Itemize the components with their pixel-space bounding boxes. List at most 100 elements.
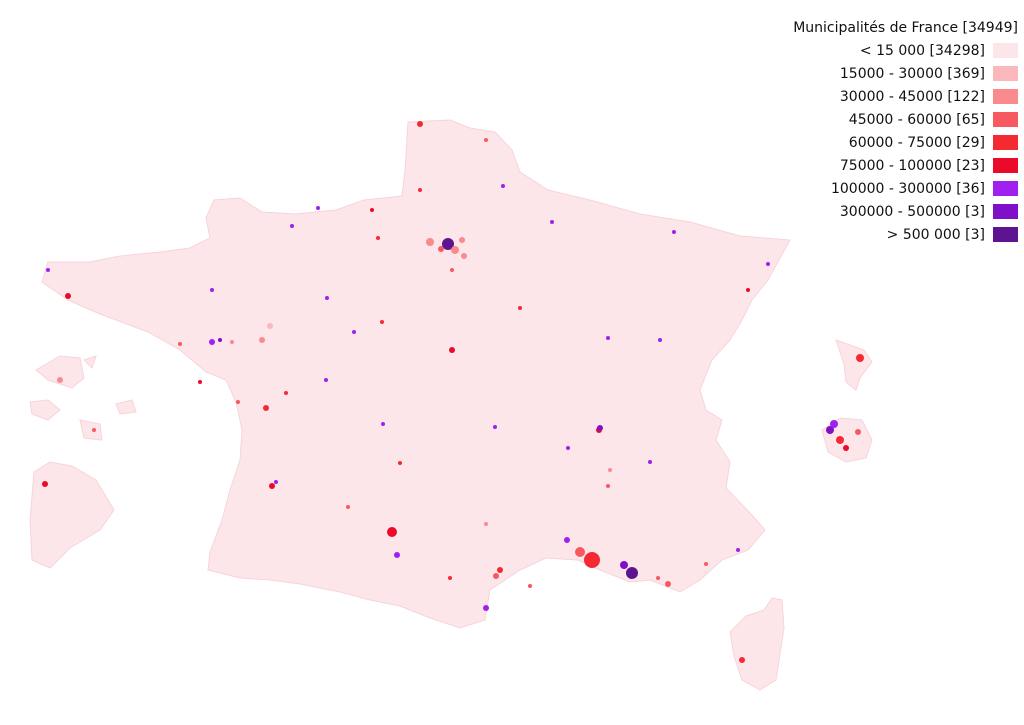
municipality-marker xyxy=(451,246,459,254)
municipality-marker xyxy=(528,584,532,588)
municipality-marker xyxy=(484,522,488,526)
municipality-marker xyxy=(324,378,328,382)
municipality-marker xyxy=(843,445,849,451)
municipality-marker xyxy=(584,552,600,568)
municipality-marker xyxy=(826,426,834,434)
legend-item: 300000 - 500000 [3] xyxy=(793,200,1018,223)
municipality-marker xyxy=(484,138,488,142)
municipality-marker xyxy=(830,420,838,428)
municipality-marker xyxy=(209,339,215,345)
martinique xyxy=(835,339,873,391)
municipality-marker xyxy=(766,262,770,266)
guadeloupe xyxy=(29,355,137,441)
municipality-marker xyxy=(438,246,444,252)
municipality-marker xyxy=(497,567,503,573)
municipality-marker xyxy=(236,400,240,404)
municipality-marker xyxy=(550,220,554,224)
legend-item-label: 100000 - 300000 [36] xyxy=(830,180,985,197)
municipality-marker xyxy=(65,293,71,299)
legend-swatch xyxy=(993,204,1018,219)
municipality-marker xyxy=(290,224,294,228)
map-legend: Municipalités de France [34949] < 15 000… xyxy=(793,20,1018,246)
legend-item-label: 75000 - 100000 [23] xyxy=(839,157,985,174)
municipality-marker xyxy=(380,320,384,324)
municipality-marker xyxy=(198,380,202,384)
corsica xyxy=(729,597,785,691)
municipality-marker xyxy=(274,480,278,484)
municipality-marker xyxy=(449,347,455,353)
legend-item-label: > 500 000 [3] xyxy=(886,226,985,243)
municipality-marker xyxy=(856,354,864,362)
municipality-marker xyxy=(597,425,603,431)
municipality-marker xyxy=(376,236,380,240)
municipality-marker xyxy=(626,567,638,579)
legend-item-label: 15000 - 30000 [369] xyxy=(839,65,985,82)
legend-item-label: 60000 - 75000 [29] xyxy=(848,134,985,151)
legend-swatch xyxy=(993,66,1018,81)
municipality-marker xyxy=(608,468,612,472)
municipality-marker xyxy=(92,428,96,432)
municipality-marker xyxy=(606,336,610,340)
municipality-marker xyxy=(658,338,662,342)
municipality-marker xyxy=(370,208,374,212)
legend-swatch xyxy=(993,43,1018,58)
legend-item: 45000 - 60000 [65] xyxy=(793,108,1018,131)
municipality-marker xyxy=(398,461,402,465)
municipality-marker xyxy=(448,576,452,580)
municipality-marker xyxy=(493,573,499,579)
municipality-marker xyxy=(394,552,400,558)
municipality-marker xyxy=(665,581,671,587)
municipality-marker xyxy=(501,184,505,188)
municipality-marker xyxy=(387,527,397,537)
municipality-marker xyxy=(656,576,660,580)
legend-item: > 500 000 [3] xyxy=(793,223,1018,246)
municipality-marker xyxy=(459,237,465,243)
legend-swatch xyxy=(993,158,1018,173)
municipality-marker xyxy=(218,338,222,342)
municipality-marker xyxy=(575,547,585,557)
municipality-marker xyxy=(426,238,434,246)
municipality-marker xyxy=(493,425,497,429)
municipality-marker xyxy=(450,268,454,272)
municipality-marker xyxy=(210,288,214,292)
municipality-marker xyxy=(267,323,273,329)
municipality-marker xyxy=(606,484,610,488)
municipality-marker xyxy=(284,391,288,395)
municipality-marker xyxy=(346,505,350,509)
municipality-marker xyxy=(483,605,489,611)
legend-item-label: 300000 - 500000 [3] xyxy=(839,203,985,220)
city-markers xyxy=(42,121,864,663)
legend-title: Municipalités de France [34949] xyxy=(793,20,1018,36)
legend-swatch xyxy=(993,181,1018,196)
municipality-marker xyxy=(855,429,861,435)
legend-item: 30000 - 45000 [122] xyxy=(793,85,1018,108)
municipality-marker xyxy=(178,342,182,346)
municipality-marker xyxy=(564,537,570,543)
municipality-marker xyxy=(620,561,628,569)
legend-item-label: < 15 000 [34298] xyxy=(859,42,985,59)
legend-item-label: 30000 - 45000 [122] xyxy=(839,88,985,105)
municipality-marker xyxy=(259,337,265,343)
municipality-marker xyxy=(442,238,454,250)
legend-item: 15000 - 30000 [369] xyxy=(793,62,1018,85)
reunion xyxy=(821,417,873,463)
land-regions xyxy=(29,119,873,691)
legend-item: 75000 - 100000 [23] xyxy=(793,154,1018,177)
municipality-marker xyxy=(381,422,385,426)
municipality-marker xyxy=(704,562,708,566)
municipality-marker xyxy=(518,306,522,310)
municipality-marker xyxy=(352,330,356,334)
municipality-marker xyxy=(42,481,48,487)
municipality-marker xyxy=(736,548,740,552)
legend-swatch xyxy=(993,135,1018,150)
municipality-marker xyxy=(418,188,422,192)
legend-swatch xyxy=(993,227,1018,242)
municipality-marker xyxy=(46,268,50,272)
municipality-marker xyxy=(836,436,844,444)
legend-item-label: 45000 - 60000 [65] xyxy=(848,111,985,128)
municipality-marker xyxy=(461,253,467,259)
metropolitan-france xyxy=(41,119,791,629)
municipality-marker xyxy=(325,296,329,300)
municipality-marker xyxy=(316,206,320,210)
